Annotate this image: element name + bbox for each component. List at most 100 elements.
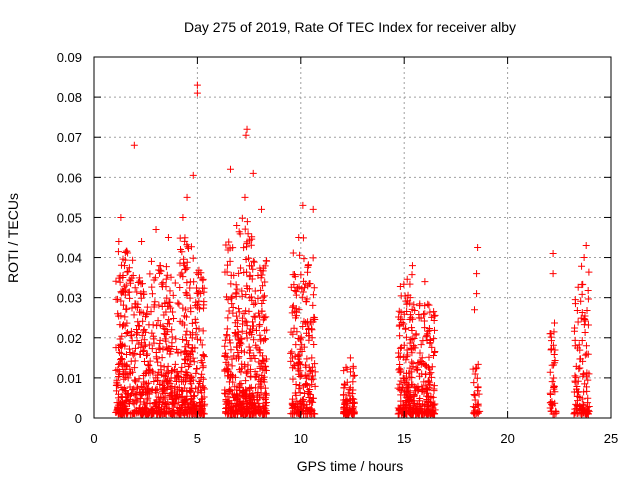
data-point xyxy=(576,364,584,372)
data-point xyxy=(287,328,295,336)
data-point xyxy=(351,371,359,379)
data-point xyxy=(254,271,262,279)
data-point xyxy=(179,336,187,344)
data-point xyxy=(584,286,592,294)
data-point xyxy=(132,398,140,406)
data-point xyxy=(123,328,131,336)
data-point xyxy=(172,392,180,400)
data-point xyxy=(251,373,259,381)
data-point xyxy=(262,367,270,375)
data-point xyxy=(581,380,589,388)
data-point xyxy=(112,277,120,285)
data-point xyxy=(186,361,194,369)
data-point xyxy=(160,395,168,403)
data-point xyxy=(306,406,314,414)
data-point xyxy=(255,358,263,366)
data-point xyxy=(411,387,419,395)
data-point xyxy=(307,318,315,326)
data-point xyxy=(583,307,591,315)
data-point xyxy=(152,400,160,408)
data-point xyxy=(162,263,170,271)
data-point xyxy=(194,300,202,308)
data-point xyxy=(135,322,143,330)
data-point xyxy=(397,391,405,399)
data-point xyxy=(143,352,151,360)
data-point xyxy=(430,335,438,343)
data-point xyxy=(422,384,430,392)
data-point xyxy=(584,321,592,329)
data-point xyxy=(309,254,317,262)
data-point xyxy=(243,238,251,246)
data-point xyxy=(261,334,269,342)
data-point xyxy=(177,403,185,411)
data-point xyxy=(255,380,263,388)
data-point xyxy=(192,331,200,339)
data-point xyxy=(155,344,163,352)
data-point xyxy=(291,408,299,416)
data-point xyxy=(123,393,131,401)
data-point xyxy=(135,375,143,383)
data-point xyxy=(131,284,139,292)
data-point xyxy=(182,368,190,376)
data-point xyxy=(473,374,481,382)
data-point xyxy=(115,372,123,380)
y-tick-label: 0.06 xyxy=(57,170,82,185)
data-point xyxy=(184,363,192,371)
data-point xyxy=(289,395,297,403)
data-point xyxy=(578,405,586,413)
data-point xyxy=(260,410,268,418)
data-point xyxy=(130,141,138,149)
data-point xyxy=(394,384,402,392)
data-point xyxy=(190,393,198,401)
data-point xyxy=(242,291,250,299)
data-point xyxy=(120,283,128,291)
data-point xyxy=(237,264,245,272)
data-point xyxy=(193,289,201,297)
y-tick-label: 0.07 xyxy=(57,130,82,145)
data-point xyxy=(250,409,258,417)
data-point xyxy=(245,262,253,270)
data-point xyxy=(167,273,175,281)
data-point xyxy=(249,318,257,326)
data-point xyxy=(259,352,267,360)
data-point xyxy=(181,401,189,409)
data-point xyxy=(221,389,229,397)
data-point xyxy=(262,257,270,265)
data-point xyxy=(309,205,317,213)
data-point xyxy=(300,255,308,263)
data-point xyxy=(403,300,411,308)
data-point xyxy=(221,352,229,360)
data-point xyxy=(397,343,405,351)
data-point xyxy=(242,409,250,417)
data-point xyxy=(148,283,156,291)
y-axis-title: ROTI / TECUs xyxy=(5,193,21,283)
data-point xyxy=(408,335,416,343)
data-point xyxy=(251,313,259,321)
data-point xyxy=(423,330,431,338)
data-point xyxy=(256,403,264,411)
data-point xyxy=(223,325,231,333)
data-point xyxy=(248,296,256,304)
data-point xyxy=(132,330,140,338)
data-point xyxy=(250,407,258,415)
data-point xyxy=(132,390,140,398)
data-point xyxy=(162,308,170,316)
data-point xyxy=(156,340,164,348)
data-point xyxy=(303,382,311,390)
data-point xyxy=(402,333,410,341)
data-point xyxy=(303,355,311,363)
data-point xyxy=(308,354,316,362)
data-point xyxy=(248,235,256,243)
data-point xyxy=(245,390,253,398)
x-tick-label: 0 xyxy=(90,431,97,446)
x-tick-label: 10 xyxy=(294,431,308,446)
data-point xyxy=(579,280,587,288)
data-point xyxy=(249,389,257,397)
data-point xyxy=(401,409,409,417)
data-point xyxy=(156,262,164,270)
data-point xyxy=(471,392,479,400)
data-point xyxy=(403,307,411,315)
data-point xyxy=(168,326,176,334)
data-point xyxy=(129,351,137,359)
data-point xyxy=(175,300,183,308)
